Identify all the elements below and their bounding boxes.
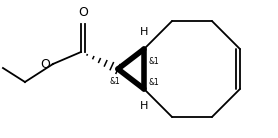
Text: O: O bbox=[78, 6, 88, 19]
Text: O: O bbox=[40, 58, 50, 71]
Text: H: H bbox=[140, 27, 148, 37]
Text: &1: &1 bbox=[149, 78, 160, 87]
Text: H: H bbox=[140, 101, 148, 111]
Text: &1: &1 bbox=[149, 57, 160, 66]
Text: &1: &1 bbox=[110, 77, 121, 86]
